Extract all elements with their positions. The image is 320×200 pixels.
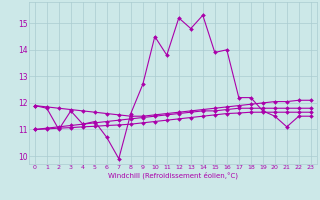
X-axis label: Windchill (Refroidissement éolien,°C): Windchill (Refroidissement éolien,°C) [108, 172, 238, 179]
